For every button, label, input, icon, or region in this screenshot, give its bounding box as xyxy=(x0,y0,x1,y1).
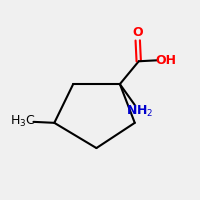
Text: OH: OH xyxy=(155,54,176,67)
Text: O: O xyxy=(132,26,143,39)
Text: H$_3$C: H$_3$C xyxy=(10,114,36,129)
Text: NH$_2$: NH$_2$ xyxy=(126,104,153,119)
